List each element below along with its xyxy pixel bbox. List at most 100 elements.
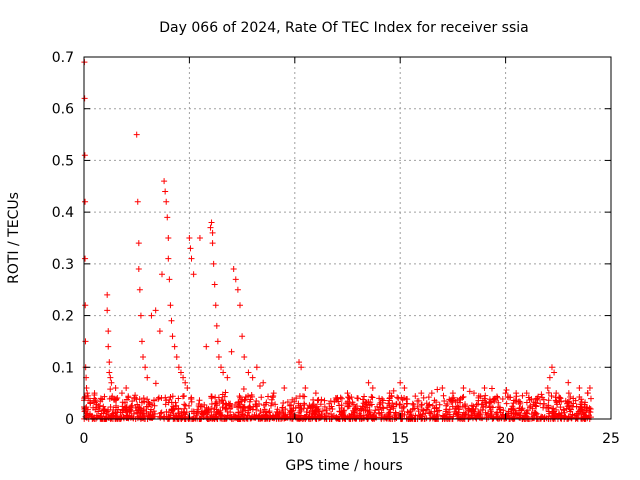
roti-background-point: [134, 410, 141, 417]
roti-background-point: [167, 412, 174, 419]
axis-ticks: 0 5 10 15 20 25 0 0.1 0.2 0.3 0.4 0.5 0.6 0.7: [52, 50, 620, 447]
roti-data-point: [249, 374, 256, 381]
roti-background-point: [581, 411, 588, 418]
roti-data-point: [182, 379, 189, 386]
roti-background-point: [136, 396, 143, 403]
roti-background-point: [288, 408, 295, 415]
roti-background-point: [431, 405, 438, 412]
roti-background-point: [401, 411, 408, 418]
roti-background-point: [119, 403, 126, 410]
roti-background-point: [420, 394, 427, 401]
roti-background-point: [100, 407, 107, 414]
roti-background-point: [345, 403, 352, 410]
roti-data-point: [260, 379, 267, 386]
roti-data-point: [270, 390, 277, 397]
roti-data-point: [175, 364, 182, 371]
roti-background-point: [586, 408, 593, 415]
roti-background-point: [304, 405, 311, 412]
roti-background-point: [144, 396, 151, 403]
roti-background-point: [323, 407, 330, 414]
roti-data-point: [196, 235, 203, 241]
roti-data-point: [302, 384, 309, 391]
roti-background-point: [401, 403, 408, 410]
roti-background-point: [482, 399, 489, 406]
roti-data-point: [142, 364, 149, 371]
roti-background-point: [482, 392, 489, 399]
roti-background-point: [130, 415, 137, 422]
roti-background-point: [562, 397, 569, 404]
roti-background-point: [549, 409, 556, 416]
data-points: [81, 59, 594, 422]
roti-background-point: [341, 413, 348, 420]
roti-data-point: [584, 390, 591, 397]
roti-background-point: [254, 403, 261, 410]
roti-background-point: [416, 412, 423, 419]
roti-background-point: [282, 406, 289, 413]
roti-data-point: [386, 390, 393, 397]
roti-background-point: [528, 411, 535, 418]
roti-background-point: [350, 413, 357, 420]
roti-background-point: [338, 405, 345, 412]
roti-background-point: [216, 398, 223, 405]
roti-background-point: [317, 401, 324, 408]
roti-background-point: [179, 393, 186, 400]
roti-background-point: [537, 400, 544, 407]
roti-background-point: [149, 413, 156, 420]
roti-background-point: [412, 393, 419, 400]
roti-data-point: [81, 95, 88, 102]
roti-background-point: [150, 408, 157, 415]
roti-background-point: [456, 396, 463, 403]
roti-background-point: [326, 405, 333, 412]
roti-background-point: [557, 404, 564, 411]
roti-background-point: [470, 403, 477, 410]
roti-background-point: [453, 404, 460, 411]
x-axis-label: GPS time / hours: [285, 458, 402, 474]
roti-data-point: [210, 260, 217, 267]
roti-background-point: [258, 394, 265, 401]
roti-background-point: [503, 400, 510, 407]
roti-data-point: [557, 395, 564, 402]
roti-data-point: [108, 379, 115, 386]
roti-background-point: [310, 407, 317, 414]
plot-border: [83, 56, 612, 420]
roti-data-point: [82, 255, 89, 262]
roti-background-point: [370, 413, 377, 420]
roti-background-point: [426, 401, 433, 408]
roti-data-point: [82, 198, 89, 205]
roti-background-point: [517, 415, 524, 422]
roti-background-point: [379, 395, 386, 402]
roti-background-point: [190, 408, 197, 415]
roti-background-point: [172, 412, 179, 419]
roti-data-point: [245, 369, 252, 376]
roti-data-point: [344, 390, 351, 397]
roti-background-point: [327, 398, 334, 405]
roti-background-point: [486, 404, 493, 411]
roti-background-point: [182, 402, 189, 409]
roti-data-point: [118, 390, 125, 397]
roti-data-point: [163, 198, 170, 205]
roti-background-point: [293, 395, 300, 402]
roti-background-point: [231, 402, 238, 409]
roti-background-point: [551, 408, 558, 415]
roti-background-point: [274, 406, 281, 413]
roti-background-point: [519, 392, 526, 399]
roti-background-point: [415, 408, 422, 415]
roti-background-point: [356, 410, 363, 417]
roti-data-point: [91, 390, 98, 397]
roti-background-point: [395, 395, 402, 402]
roti-background-point: [265, 409, 272, 416]
roti-data-point: [586, 384, 593, 391]
roti-background-point: [461, 411, 468, 418]
roti-background-point: [288, 402, 295, 409]
roti-background-point: [112, 404, 119, 411]
roti-background-point: [107, 386, 114, 393]
roti-background-point: [127, 414, 134, 421]
roti-background-point: [313, 403, 320, 410]
roti-background-point: [158, 409, 165, 416]
roti-data-point: [236, 302, 243, 309]
roti-background-point: [556, 398, 563, 405]
roti-background-point: [257, 408, 264, 415]
roti-data-point: [312, 390, 319, 397]
roti-data-point: [166, 276, 173, 283]
roti-data-point: [158, 271, 165, 278]
